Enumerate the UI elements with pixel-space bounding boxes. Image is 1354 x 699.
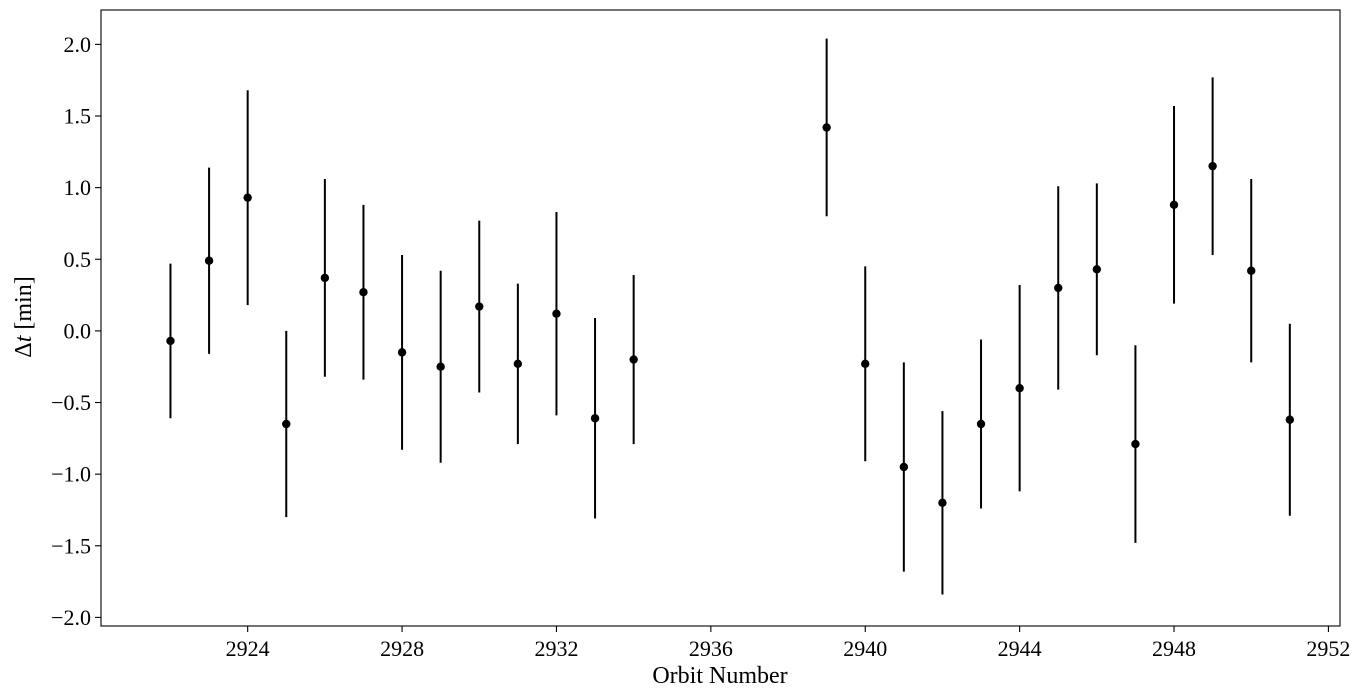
- data-point: [976, 419, 986, 429]
- y-tick-label: −0.5: [51, 390, 91, 415]
- data-point: [397, 348, 407, 357]
- y-tick-label: 2.0: [64, 32, 92, 57]
- data-point: [204, 256, 214, 265]
- data-point: [1247, 266, 1256, 275]
- data-point: [166, 336, 175, 346]
- data-point: [552, 309, 561, 318]
- data-point: [243, 193, 252, 202]
- y-tick-label: −1.5: [51, 533, 91, 558]
- data-point: [822, 123, 831, 132]
- data-point: [436, 362, 445, 371]
- data-point: [1169, 200, 1179, 210]
- plot-frame: [100, 9, 1341, 627]
- data-point: [1054, 283, 1063, 293]
- y-axis-ticks: −2.0 −1.5 −1.0 −0.5 0.0 0.5 1.0 1.5 2.0: [51, 32, 101, 630]
- data-marks: [166, 38, 1295, 595]
- y-tick-label: 0.0: [64, 318, 92, 343]
- y-axis-label: Δt [min]: [11, 276, 37, 357]
- data-point: [282, 419, 291, 429]
- data-point: [1208, 161, 1217, 171]
- data-point: [359, 288, 368, 297]
- y-tick-label: −1.0: [51, 462, 91, 487]
- data-point: [1285, 415, 1295, 424]
- y-axis-label-prefix: Δ: [11, 342, 37, 357]
- y-axis-label-var: t: [11, 334, 37, 342]
- y-tick-label: 1.0: [64, 175, 92, 200]
- data-point: [1015, 383, 1024, 393]
- x-tick-label: 2936: [689, 636, 733, 661]
- data-point: [938, 498, 947, 507]
- x-tick-label: 2944: [998, 636, 1042, 661]
- data-point: [899, 462, 909, 472]
- data-point: [629, 355, 638, 364]
- data-point: [320, 273, 330, 283]
- data-point: [1092, 265, 1102, 274]
- y-axis-label-suffix: [min]: [11, 276, 37, 335]
- data-point: [475, 302, 484, 311]
- data-point: [513, 359, 523, 369]
- data-point: [590, 414, 600, 423]
- data-point: [1131, 439, 1140, 449]
- y-tick-label: 1.5: [64, 104, 92, 129]
- x-axis-label: Orbit Number: [652, 663, 787, 689]
- x-tick-label: 2940: [843, 636, 887, 661]
- x-tick-label: 2928: [380, 636, 424, 661]
- x-tick-label: 2932: [534, 636, 578, 661]
- y-tick-label: −2.0: [51, 605, 91, 630]
- x-axis-ticks: 2924 2928 2932 2936 2940 2944 2948 2952: [226, 626, 1350, 661]
- x-tick-label: 2952: [1306, 636, 1350, 661]
- data-point: [861, 359, 870, 369]
- x-tick-label: 2924: [226, 636, 270, 661]
- y-tick-label: 0.5: [64, 247, 92, 272]
- x-tick-label: 2948: [1152, 636, 1196, 661]
